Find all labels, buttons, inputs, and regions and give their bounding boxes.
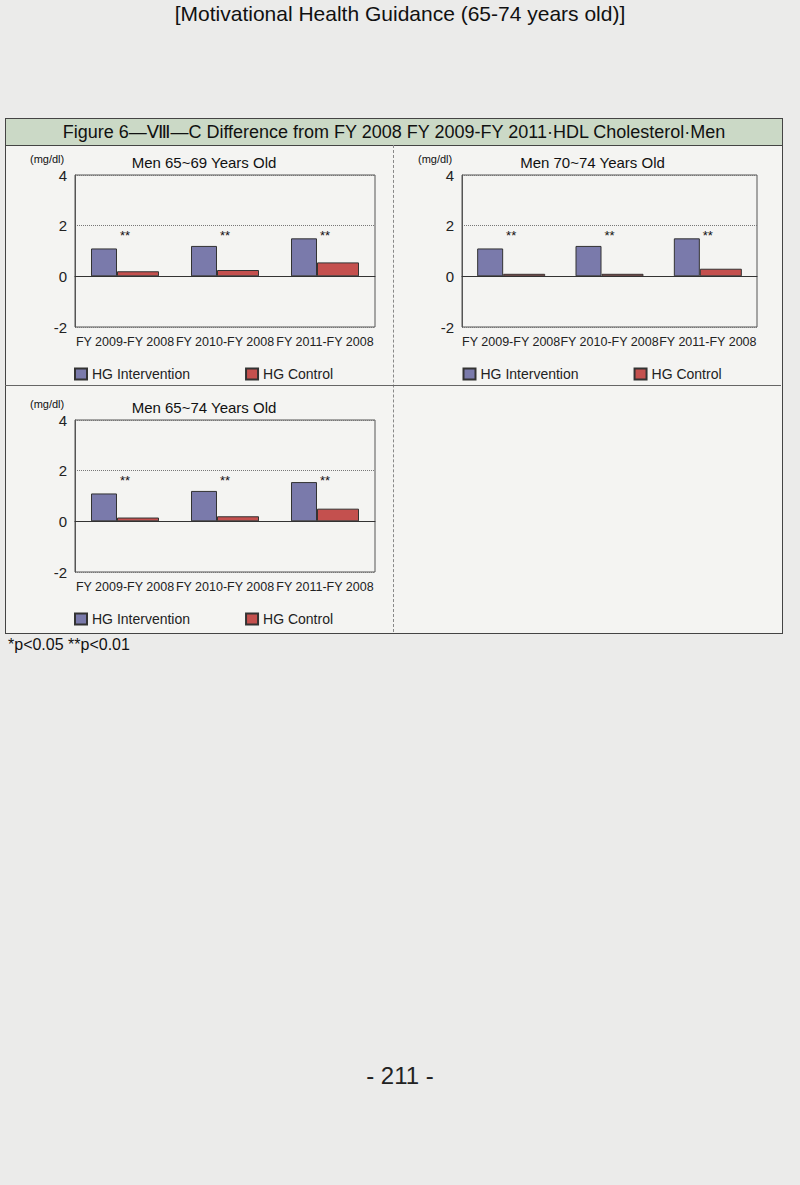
svg-text:2: 2 (59, 462, 67, 479)
svg-text:FY 2010-FY 2008: FY 2010-FY 2008 (176, 335, 274, 349)
svg-text:2: 2 (59, 217, 67, 234)
svg-text:**: ** (220, 228, 230, 243)
svg-text:**: ** (120, 473, 130, 488)
svg-text:FY 2011-FY 2008: FY 2011-FY 2008 (276, 580, 373, 594)
svg-text:HG Control: HG Control (263, 366, 333, 382)
svg-text:(mg/dl): (mg/dl) (30, 153, 64, 165)
svg-text:0: 0 (59, 268, 67, 285)
svg-text:FY 2011-FY 2008: FY 2011-FY 2008 (276, 335, 373, 349)
svg-text:**: ** (604, 228, 614, 243)
svg-text:FY 2011-FY 2008: FY 2011-FY 2008 (659, 335, 756, 349)
html-text:Figure 6—Ⅷ—C Difference from F: Figure 6—Ⅷ—C Difference from FY 2008 FY … (62, 122, 726, 142)
svg-text:**: ** (320, 228, 330, 243)
svg-text:HG Control: HG Control (263, 611, 333, 627)
svg-text:HG Intervention: HG Intervention (92, 366, 190, 382)
svg-text:**: ** (220, 473, 230, 488)
svg-text:FY 2010-FY 2008: FY 2010-FY 2008 (176, 580, 274, 594)
svg-text:-2: -2 (54, 564, 67, 581)
svg-text:Men 70~74 Years Old: Men 70~74 Years Old (520, 154, 665, 171)
svg-text:HG Intervention: HG Intervention (92, 611, 190, 627)
svg-text:(mg/dl): (mg/dl) (418, 153, 452, 165)
svg-text:**: ** (703, 228, 713, 243)
svg-text:0: 0 (59, 513, 67, 530)
html-text:- 211 -: - 211 - (366, 1062, 434, 1089)
svg-text:-2: -2 (441, 319, 454, 336)
svg-text:FY 2009-FY 2008: FY 2009-FY 2008 (462, 335, 560, 349)
svg-text:4: 4 (59, 412, 67, 429)
svg-text:Men 65~69 Years Old: Men 65~69 Years Old (132, 154, 277, 171)
svg-text:-2: -2 (54, 319, 67, 336)
svg-text:FY 2009-FY 2008: FY 2009-FY 2008 (76, 580, 174, 594)
svg-text:**: ** (120, 228, 130, 243)
svg-text:HG Intervention: HG Intervention (481, 366, 579, 382)
svg-text:2: 2 (446, 217, 454, 234)
html-text:[Motivational Health Guidance: [Motivational Health Guidance (65-74 yea… (174, 2, 626, 25)
svg-text:**: ** (320, 473, 330, 488)
html-text:*p<0.05 **p<0.01: *p<0.05 **p<0.01 (8, 636, 130, 653)
svg-text:0: 0 (446, 268, 454, 285)
svg-text:(mg/dl): (mg/dl) (30, 398, 64, 410)
svg-text:HG Control: HG Control (652, 366, 722, 382)
svg-text:**: ** (506, 228, 516, 243)
svg-text:FY 2009-FY 2008: FY 2009-FY 2008 (76, 335, 174, 349)
svg-text:4: 4 (446, 167, 454, 184)
svg-text:4: 4 (59, 167, 67, 184)
svg-text:FY 2010-FY 2008: FY 2010-FY 2008 (560, 335, 658, 349)
svg-text:Men 65~74 Years Old: Men 65~74 Years Old (132, 399, 277, 416)
